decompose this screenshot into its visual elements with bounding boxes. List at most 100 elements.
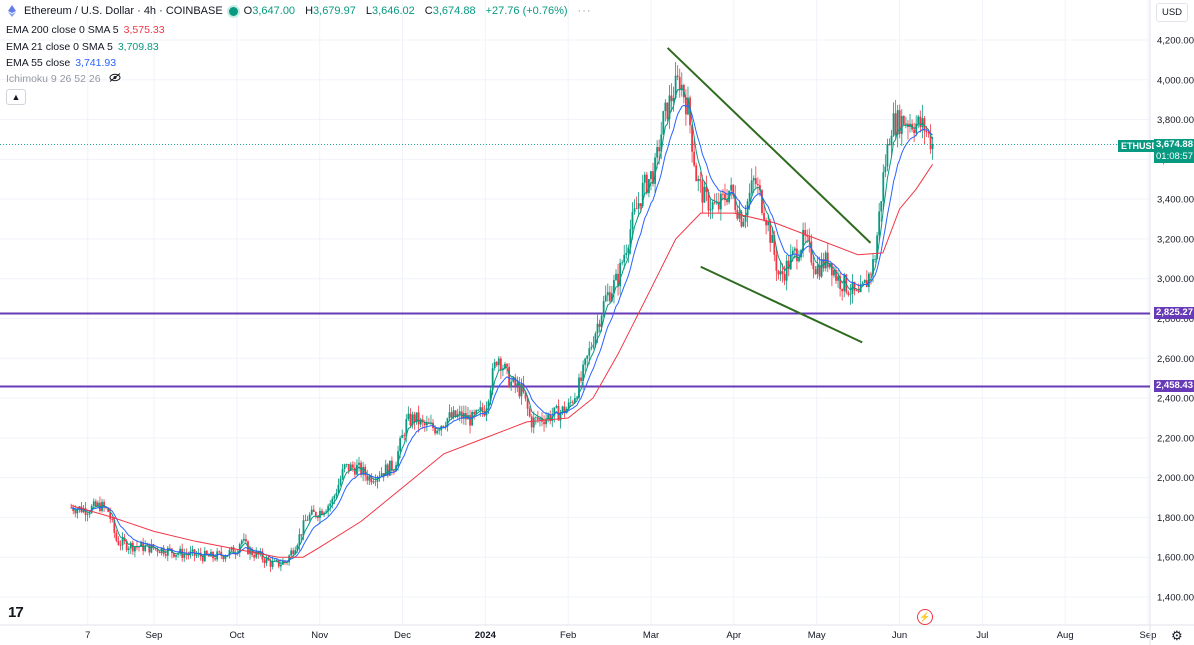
candle-body [596, 323, 599, 334]
y-tick-label: 1,600.00 [1157, 553, 1194, 564]
candle-body [339, 478, 342, 485]
candle-body [269, 560, 272, 567]
candle-body [399, 438, 402, 452]
gear-icon[interactable]: ⚙ [1171, 628, 1183, 643]
candle-body [96, 502, 99, 507]
candle-body [913, 129, 916, 134]
candle-body [777, 270, 780, 275]
collapse-legend-button[interactable]: ▲ [6, 89, 26, 105]
candle-body [175, 554, 177, 557]
candle-body [380, 473, 383, 477]
candle-body [641, 182, 644, 206]
candle-body [173, 553, 175, 557]
candle-body [672, 97, 675, 102]
candle-body [471, 411, 473, 426]
candle-body [292, 550, 295, 555]
candle-body [722, 193, 724, 195]
candle-body [277, 560, 280, 567]
candle-body [366, 475, 369, 481]
candle-body [506, 363, 508, 367]
candle-body [407, 413, 410, 420]
candle-body [263, 559, 266, 564]
candle-body [304, 520, 307, 522]
candle-body [742, 221, 745, 227]
candle-body [888, 144, 891, 146]
candle-body [896, 110, 899, 135]
candle-body [497, 358, 500, 366]
candle-body [707, 192, 710, 211]
candle-body [767, 221, 770, 226]
candle-body [238, 544, 241, 553]
candle-body [619, 262, 622, 287]
candle-body [900, 116, 903, 134]
x-tick-label: Oct [229, 630, 244, 641]
x-tick-label: Aug [1057, 630, 1074, 641]
candle-body [847, 292, 850, 295]
bar-countdown-label: 01:08:57 [1154, 151, 1194, 163]
candle-body [306, 519, 309, 521]
candle-body [115, 532, 118, 541]
lightning-icon[interactable]: ⚡ [917, 609, 933, 625]
candle-body [107, 507, 110, 512]
candle-body [872, 259, 874, 275]
candle-body [927, 132, 930, 134]
candle-body [861, 282, 864, 285]
candle-body [224, 556, 227, 560]
symbol-title[interactable]: Ethereum / U.S. Dollar · 4h · COINBASE [24, 5, 223, 17]
candle-body [88, 512, 91, 515]
candle-body [514, 377, 517, 387]
candle-body [555, 406, 558, 408]
candle-body [617, 273, 619, 287]
candle-body [374, 481, 377, 483]
candle-body [92, 501, 95, 506]
candle-body [140, 542, 142, 547]
candle-body [131, 542, 134, 552]
candle-body [880, 201, 883, 212]
more-options-icon[interactable]: ··· [577, 5, 592, 17]
chevron-up-icon: ▲ [11, 92, 21, 102]
symbol-header: Ethereum / U.S. Dollar · 4h · COINBASE O… [6, 5, 592, 17]
candle-body [915, 123, 918, 134]
falling-wedge-trendline [666, 47, 872, 244]
candle-body [569, 401, 572, 403]
candle-body [405, 419, 408, 437]
y-tick-label: 2,800.00 [1157, 314, 1194, 325]
tradingview-logo[interactable]: 17 [8, 604, 24, 621]
candle-body [265, 557, 268, 564]
candle-body [567, 402, 570, 409]
candle-body [779, 271, 782, 275]
indicator-ema200[interactable]: EMA 200 close 0 SMA 5 3,575.33 [6, 24, 165, 36]
eye-hidden-icon[interactable] [109, 73, 121, 82]
candle-body [668, 95, 671, 120]
indicator-ichimoku[interactable]: Ichimoku 9 26 52 26 [6, 73, 121, 85]
candle-body [756, 184, 759, 186]
level-label-lower: 2,458.43 [1154, 380, 1194, 393]
candle-body [843, 274, 846, 292]
candle-body [602, 301, 605, 316]
candle-body [787, 260, 790, 270]
candle-body [504, 363, 506, 369]
candle-body [448, 412, 451, 419]
candle-body [543, 421, 545, 425]
candle-body [701, 180, 704, 203]
candle-body [129, 542, 132, 549]
candle-body [781, 271, 784, 275]
candle-body [495, 362, 498, 366]
y-tick-label: 2,400.00 [1157, 394, 1194, 405]
candle-body [658, 147, 661, 152]
x-tick-label: Sep [146, 630, 163, 641]
last-price-label: 3,674.88 [1154, 139, 1194, 151]
candle-body [493, 362, 496, 369]
candle-body [752, 178, 755, 181]
candle-body [676, 75, 679, 78]
candle-body [487, 401, 490, 409]
indicator-ema55[interactable]: EMA 55 close 3,741.93 [6, 57, 116, 69]
currency-button[interactable]: USD [1156, 3, 1188, 22]
x-tick-label: May [808, 630, 826, 641]
candle-body [255, 551, 258, 558]
candle-body [814, 269, 817, 275]
candle-body [812, 262, 815, 270]
indicator-ema21[interactable]: EMA 21 close 0 SMA 5 3,709.83 [6, 41, 159, 53]
candle-body [629, 229, 632, 248]
